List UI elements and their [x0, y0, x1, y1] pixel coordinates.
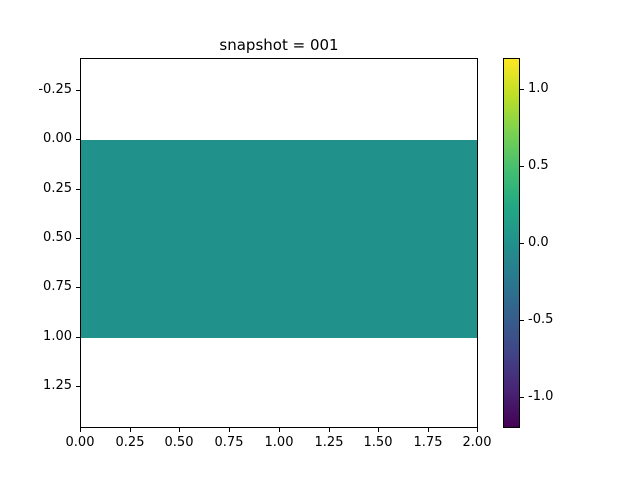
x-tick-label: 0.75 — [214, 435, 244, 450]
colorbar — [503, 58, 520, 428]
y-tick-label: 1.25 — [43, 378, 72, 393]
y-tick-mark — [76, 189, 80, 190]
x-tick-label: 1.50 — [363, 435, 393, 450]
colorbar-tick-label: -1.0 — [528, 389, 554, 404]
x-tick-label: 2.00 — [462, 435, 492, 450]
x-tick-mark — [477, 428, 478, 432]
x-tick-mark — [179, 428, 180, 432]
colorbar-tick-mark — [520, 397, 524, 398]
x-tick-label: 1.75 — [413, 435, 443, 450]
x-tick-mark — [279, 428, 280, 432]
y-tick-mark — [76, 287, 80, 288]
x-tick-label: 1.00 — [264, 435, 294, 450]
y-tick-label: 0.75 — [43, 279, 72, 294]
y-tick-label: -0.25 — [38, 82, 72, 97]
x-tick-mark — [130, 428, 131, 432]
x-tick-mark — [80, 428, 81, 432]
x-tick-label: 0.50 — [164, 435, 194, 450]
y-tick-label: 0.00 — [43, 131, 72, 146]
colorbar-tick-mark — [520, 243, 524, 244]
chart-title: snapshot = 001 — [219, 36, 339, 54]
plot-area — [80, 58, 478, 428]
x-tick-mark — [428, 428, 429, 432]
y-tick-mark — [76, 337, 80, 338]
colorbar-tick-mark — [520, 89, 524, 90]
y-tick-mark — [76, 139, 80, 140]
colorbar-tick-label: 0.5 — [528, 158, 549, 173]
x-tick-label: 0.00 — [65, 435, 95, 450]
x-tick-mark — [378, 428, 379, 432]
x-tick-mark — [229, 428, 230, 432]
colorbar-tick-label: -0.5 — [528, 312, 554, 327]
colorbar-tick-label: 1.0 — [528, 81, 549, 96]
x-tick-label: 1.25 — [314, 435, 344, 450]
y-tick-label: 1.00 — [43, 329, 72, 344]
y-tick-mark — [76, 238, 80, 239]
y-tick-mark — [76, 90, 80, 91]
colorbar-tick-mark — [520, 320, 524, 321]
y-tick-label: 0.25 — [43, 181, 72, 196]
y-tick-mark — [76, 386, 80, 387]
x-tick-label: 0.25 — [115, 435, 145, 450]
colorbar-tick-mark — [520, 166, 524, 167]
heatmap-band — [81, 140, 477, 338]
x-tick-mark — [329, 428, 330, 432]
y-tick-label: 0.50 — [43, 230, 72, 245]
colorbar-tick-label: 0.0 — [528, 235, 549, 250]
